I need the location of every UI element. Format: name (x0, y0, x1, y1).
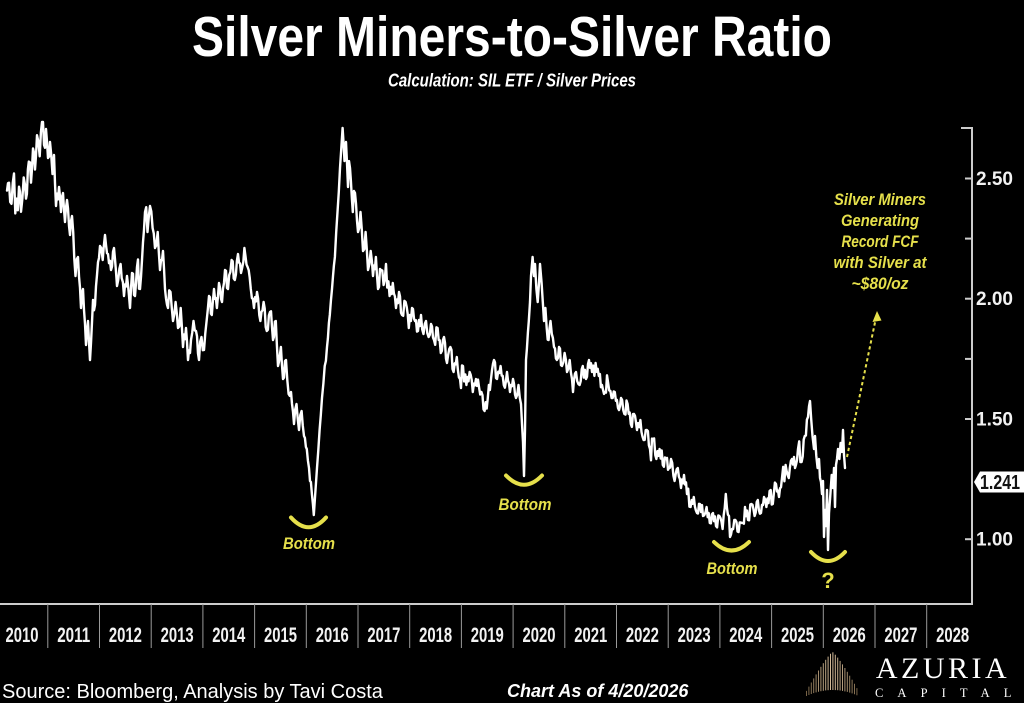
svg-text:Silver Miners-to-Silver Ratio: Silver Miners-to-Silver Ratio (192, 5, 832, 69)
svg-text:2028: 2028 (936, 624, 969, 647)
svg-text:2011: 2011 (57, 624, 90, 647)
svg-text:Source: Bloomberg, Analysis by: Source: Bloomberg, Analysis by Tavi Cost… (2, 681, 384, 703)
svg-text:Generating: Generating (841, 212, 919, 230)
svg-text:1.50: 1.50 (976, 410, 1013, 431)
svg-text:2021: 2021 (574, 624, 607, 647)
svg-text:2026: 2026 (833, 624, 866, 647)
svg-text:AZURIA: AZURIA (876, 652, 1010, 685)
svg-text:Bottom: Bottom (283, 535, 335, 553)
svg-text:2020: 2020 (523, 624, 556, 647)
svg-text:Bottom: Bottom (499, 496, 552, 514)
svg-text:Bottom: Bottom (707, 560, 758, 578)
svg-text:2023: 2023 (678, 624, 711, 647)
svg-text:2017: 2017 (367, 624, 400, 647)
svg-text:2010: 2010 (6, 624, 39, 647)
svg-text:2019: 2019 (471, 624, 504, 647)
svg-text:Silver Miners: Silver Miners (834, 191, 926, 209)
svg-text:Calculation: SIL ETF / Silver: Calculation: SIL ETF / Silver Prices (388, 70, 636, 91)
svg-text:2027: 2027 (884, 624, 917, 647)
svg-text:Chart As of 4/20/2026: Chart As of 4/20/2026 (507, 681, 689, 701)
svg-text:Record FCF: Record FCF (842, 233, 920, 251)
svg-text:~$80/oz: ~$80/oz (852, 275, 910, 293)
svg-text:with Silver at: with Silver at (834, 254, 928, 272)
svg-text:2012: 2012 (109, 624, 142, 647)
svg-text:2.50: 2.50 (976, 169, 1013, 190)
svg-text:1.00: 1.00 (976, 530, 1013, 551)
svg-text:2015: 2015 (264, 624, 297, 647)
svg-text:2013: 2013 (161, 624, 194, 647)
svg-text:2025: 2025 (781, 624, 814, 647)
svg-text:2022: 2022 (626, 624, 659, 647)
svg-text:2.00: 2.00 (976, 289, 1013, 310)
svg-text:2018: 2018 (419, 624, 452, 647)
svg-text:1.241: 1.241 (980, 472, 1020, 494)
svg-text:CAPITAL: CAPITAL (875, 686, 1024, 700)
svg-text:2014: 2014 (212, 624, 245, 647)
svg-text:2024: 2024 (729, 624, 762, 647)
svg-text:2016: 2016 (316, 624, 349, 647)
svg-text:?: ? (821, 568, 834, 593)
